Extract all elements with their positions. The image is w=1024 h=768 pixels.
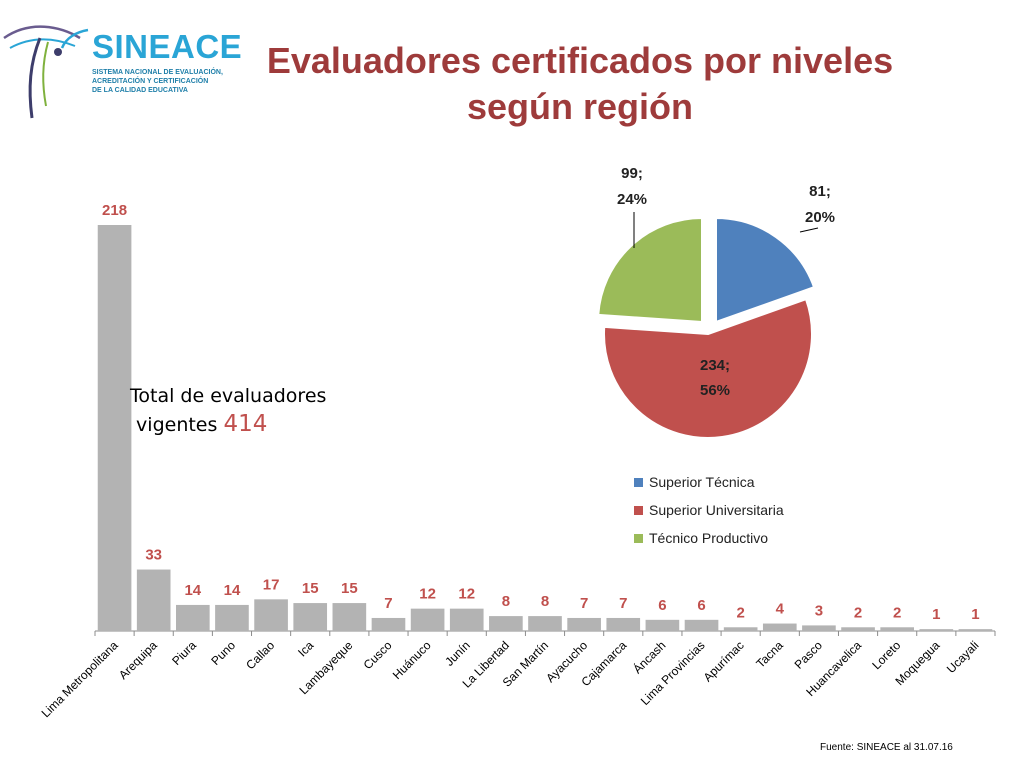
bar-value-label: 3 [815, 602, 823, 619]
total-evaluators-box: Total de evaluadores vigentes 414 [130, 382, 326, 439]
bar-value-label: 7 [619, 595, 627, 612]
bar [723, 627, 758, 631]
bar [371, 617, 406, 631]
legend-item: Superior Técnica [634, 468, 784, 496]
bar [802, 625, 836, 631]
bar [606, 617, 641, 631]
bar-value-label: 1 [932, 606, 940, 623]
category-label: Loreto [869, 638, 903, 672]
bar [567, 617, 601, 631]
category-label: Arequipa [116, 638, 160, 682]
pie-legend: Superior Técnica Superior Universitaria … [634, 468, 784, 552]
bar-value-label: 8 [502, 593, 510, 610]
legend-label: Superior Universitaria [649, 502, 784, 518]
category-label: Ucayali [944, 638, 982, 676]
bar [958, 629, 993, 631]
logo-subtitle-line: DE LA CALIDAD EDUCATIVA [92, 87, 188, 94]
bar-value-label: 12 [419, 586, 436, 603]
legend-swatch [634, 533, 643, 543]
bar-value-label: 7 [384, 595, 392, 612]
bar [293, 603, 328, 631]
bar [410, 608, 445, 631]
bar [684, 619, 719, 631]
category-label: Ica [295, 638, 316, 659]
bar [176, 604, 210, 631]
bar-value-label: 4 [776, 601, 785, 618]
page-title-line: Evaluadores certificados por niveles [266, 40, 894, 81]
category-label: Lima Metropolitana [39, 638, 121, 720]
legend-item: Técnico Productivo [634, 524, 784, 552]
bar [919, 629, 954, 631]
legend-label: Técnico Productivo [649, 530, 769, 546]
bar [97, 225, 132, 631]
bar [215, 604, 249, 631]
logo-subtitle-line: ACREDITACIÓN Y CERTIFICACIÓN [92, 78, 209, 85]
bar-value-label: 2 [736, 604, 744, 621]
category-label: Huánuco [390, 638, 434, 682]
category-label: Callao [243, 638, 277, 672]
bar [762, 623, 797, 631]
bar [841, 627, 875, 631]
logo-subtitle-line: SISTEMA NACIONAL DE EVALUACIÓN, [92, 69, 223, 76]
legend-item: Superior Universitaria [634, 496, 784, 524]
bar [489, 616, 523, 631]
total-label-vigentes: vigentes [136, 414, 218, 436]
category-label: Apurímac [701, 638, 747, 684]
category-label: Cusco [361, 638, 395, 672]
category-label: Tacna [753, 638, 786, 671]
bar-value-label: 14 [224, 582, 241, 599]
bar-value-label: 1 [971, 606, 979, 623]
bar [254, 599, 288, 631]
category-label: Pasco [792, 638, 826, 672]
legend-swatch [634, 505, 643, 515]
bar [136, 569, 171, 631]
bar-value-label: 2 [893, 604, 901, 621]
bar [528, 616, 562, 631]
page-title: Evaluadores certificados por niveles seg… [210, 38, 950, 130]
category-label: Junín [442, 638, 473, 669]
total-value: 414 [223, 411, 268, 437]
bar-value-label: 8 [541, 593, 549, 610]
bar-value-label: 33 [145, 547, 162, 564]
total-label: Total de evaluadores [130, 385, 327, 407]
category-label: Áncash [630, 638, 669, 677]
category-label: Puno [208, 638, 238, 668]
legend-swatch [634, 477, 643, 487]
bar-value-label: 15 [341, 580, 358, 597]
bar-value-label: 17 [263, 576, 280, 593]
bar-value-label: 12 [458, 586, 475, 603]
bar-value-label: 2 [854, 604, 862, 621]
legend-label: Superior Técnica [649, 474, 755, 490]
category-label: Piura [169, 638, 199, 668]
bar-value-label: 6 [697, 597, 705, 614]
bar [449, 608, 484, 631]
bar-value-label: 15 [302, 580, 319, 597]
bar-value-label: 6 [658, 597, 666, 614]
logo-emblem-icon [3, 25, 89, 119]
bar-value-label: 7 [580, 595, 588, 612]
bar [332, 603, 367, 631]
bar-value-label: 14 [184, 582, 201, 599]
logo-name: SINEACE [92, 28, 243, 65]
sineace-logo: SINEACE SISTEMA NACIONAL DE EVALUACIÓN, … [0, 8, 243, 128]
bar [645, 619, 680, 631]
source-footnote: Fuente: SINEACE al 31.07.16 [820, 742, 953, 753]
bar [880, 627, 914, 631]
bar-value-label: 218 [102, 202, 127, 219]
page-title-line: según región [466, 86, 694, 127]
